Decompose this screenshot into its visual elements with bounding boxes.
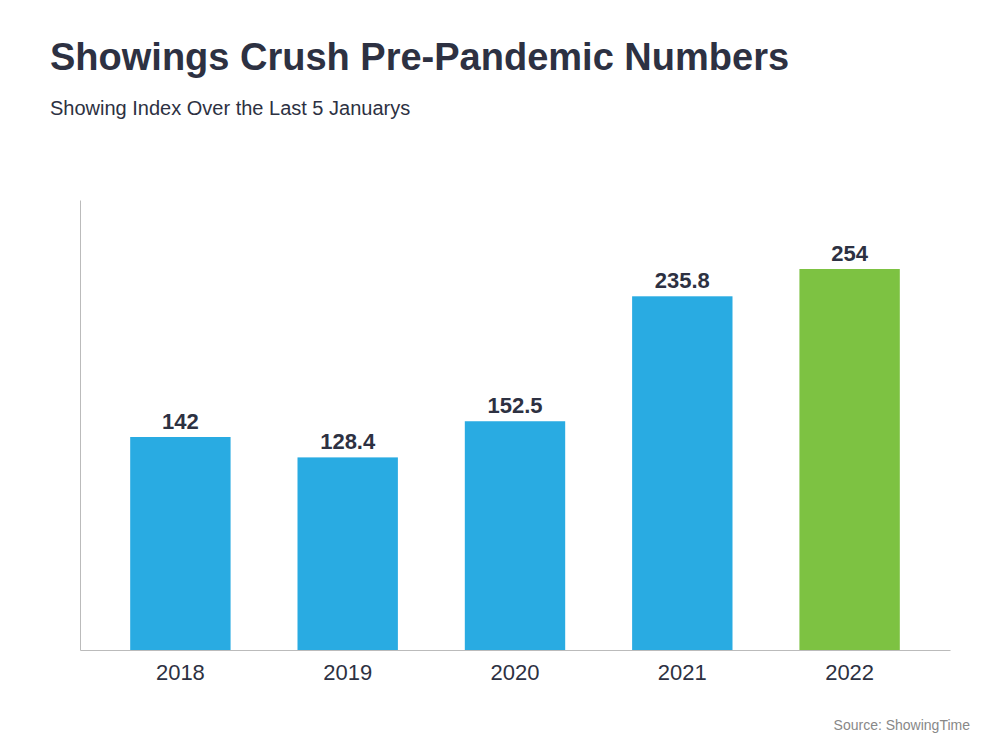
- data-label: 235.8: [655, 268, 710, 293]
- subtitle: Showing Index Over the Last 5 Januarys: [50, 97, 410, 119]
- x-tick: 2020: [491, 660, 540, 685]
- bar: [298, 457, 398, 650]
- x-tick: 2021: [658, 660, 707, 685]
- chart-svg: Showings Crush Pre-Pandemic Numbers Showi…: [0, 0, 1000, 750]
- bar: [632, 296, 732, 650]
- source: Source: ShowingTime: [834, 717, 971, 733]
- x-tick-label: 2018: [156, 660, 205, 685]
- data-labels: 142 128.4 152.5 235.8 254: [162, 241, 869, 454]
- chart-container: Showings Crush Pre-Pandemic Numbers Showi…: [0, 0, 1000, 750]
- bar: [130, 437, 230, 650]
- x-axis-line: [81, 650, 951, 651]
- data-label: 152.5: [487, 393, 542, 418]
- x-tick-label: 2019: [323, 660, 372, 685]
- x-tick: 2019: [323, 660, 372, 685]
- bar: [799, 269, 899, 650]
- x-tick-label: 2021: [658, 660, 707, 685]
- y-axis-line: [80, 201, 81, 651]
- x-tick-label: 2020: [491, 660, 540, 685]
- x-tick-label: 2022: [825, 660, 874, 685]
- x-axis: 2018 2019 2020 2021 2022: [81, 651, 951, 685]
- data-label: 254: [831, 241, 868, 266]
- bars: [130, 269, 900, 650]
- title: Showings Crush Pre-Pandemic Numbers: [50, 36, 789, 78]
- y-axis: [80, 201, 81, 651]
- data-label: 128.4: [320, 429, 376, 454]
- data-label: 142: [162, 409, 199, 434]
- x-tick: 2018: [156, 660, 205, 685]
- bar: [465, 421, 565, 650]
- plot: 142 128.4 152.5 235.8 254 2018 2019 2020 2021 202…: [81, 201, 951, 685]
- x-tick: 2022: [825, 660, 874, 685]
